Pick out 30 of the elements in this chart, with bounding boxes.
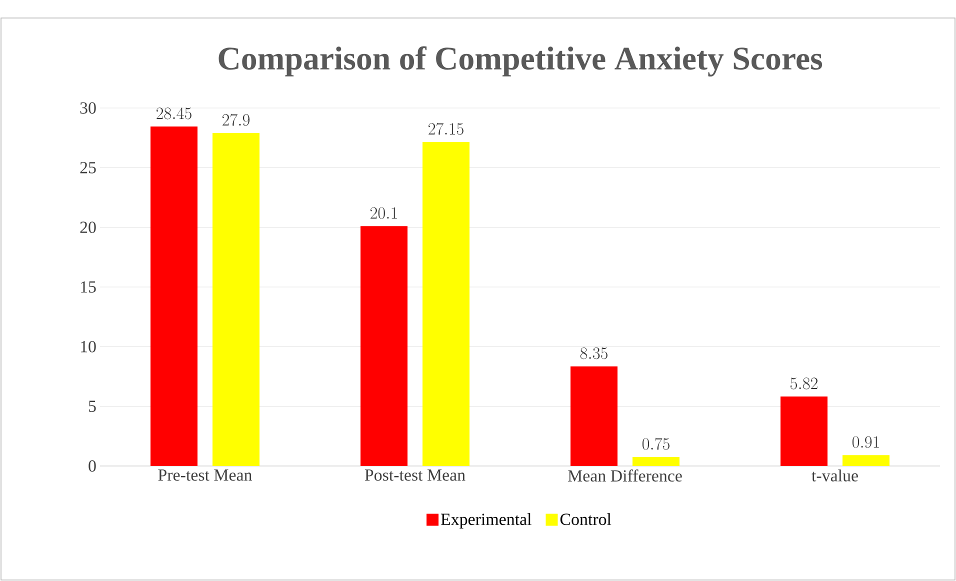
chart-title: Comparison of Competitive Anxiety Scores: [218, 46, 822, 76]
bar: [150, 126, 198, 466]
legend-label: Experimental: [441, 513, 532, 529]
x-tick-label: Pre-test Mean: [158, 470, 252, 481]
legend-label: Control: [560, 513, 612, 526]
data-label: 28.45: [156, 107, 192, 120]
bar: [422, 142, 470, 466]
data-label: 8.35: [580, 347, 608, 360]
data-label: 27. 15: [428, 122, 464, 135]
data-label: 0.75: [642, 438, 670, 450]
bar: [842, 455, 890, 466]
y-tick-label: 20: [80, 222, 96, 234]
bar: [780, 396, 828, 466]
x-tick-label: Post-test Mean: [364, 470, 466, 481]
data-label: 0.91: [852, 436, 879, 448]
data-label: 27.9: [222, 114, 250, 126]
bar: [360, 226, 408, 466]
y-tick-label: 25: [80, 162, 96, 174]
bar: [212, 133, 260, 466]
data-label: 20. 1: [370, 207, 397, 219]
x-tick-label: t-value: [812, 470, 858, 482]
y-tick-label: 10: [81, 340, 96, 352]
bar: [570, 366, 618, 466]
x-tick-label: Mean Difference: [568, 470, 682, 482]
y-tick-label: 0: [88, 460, 96, 472]
y-tick-label: 5: [88, 400, 96, 412]
data-label: 5.82: [790, 378, 818, 390]
y-tick-label: 30: [80, 102, 96, 114]
y-tick-label: 15: [81, 281, 96, 293]
bar: [632, 457, 680, 466]
